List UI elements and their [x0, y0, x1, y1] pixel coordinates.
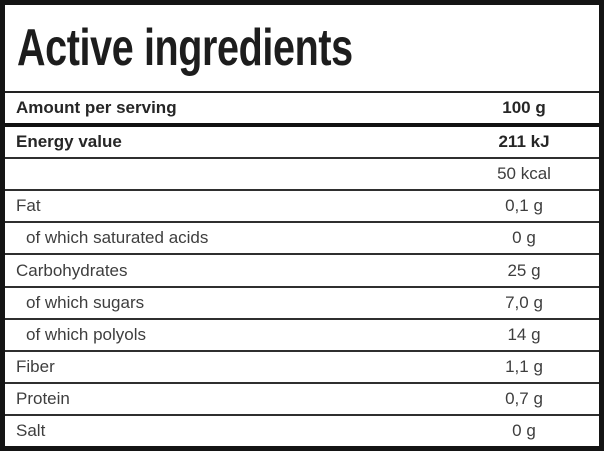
title-block: Active ingredients: [5, 5, 599, 93]
row-label: of which saturated acids: [26, 228, 209, 248]
nutrition-row: Amount per serving 100 g: [5, 93, 599, 128]
nutrition-row: 50 kcal: [5, 159, 599, 192]
nutrition-row: of which polyols 14 g: [5, 319, 599, 352]
table-title: Active ingredients: [17, 19, 353, 77]
nutrition-row: Protein 0,7 g: [5, 383, 599, 416]
row-label: Fiber: [16, 356, 55, 376]
row-label: Carbohydrates: [16, 260, 128, 280]
nutrition-row: Fat 0,1 g: [5, 191, 599, 224]
row-label: Protein: [16, 388, 70, 408]
nutrition-row: Energy value 211 kJ: [5, 127, 599, 160]
row-value: 50 kcal: [497, 164, 551, 184]
row-value: 0 g: [512, 420, 536, 440]
row-value: 7,0 g: [505, 292, 543, 312]
row-value: 0,7 g: [505, 388, 543, 408]
row-label: Amount per serving: [16, 98, 177, 118]
nutrition-row: Salt 0 g: [5, 415, 599, 447]
row-value: 25 g: [507, 260, 541, 280]
nutrition-row: Fiber 1,1 g: [5, 351, 599, 384]
row-value: 1,1 g: [505, 356, 543, 376]
row-value: 0 g: [512, 228, 536, 248]
nutrition-row: of which saturated acids 0 g: [5, 223, 599, 256]
row-value: 0,1 g: [505, 196, 543, 216]
row-label: Energy value: [16, 132, 122, 152]
row-value: 211 kJ: [498, 132, 550, 152]
row-label: Fat: [16, 196, 41, 216]
row-value: 14 g: [507, 324, 541, 344]
nutrition-row: Carbohydrates 25 g: [5, 255, 599, 288]
row-label: of which sugars: [26, 292, 145, 312]
row-label: of which polyols: [26, 324, 147, 344]
table-rows: Amount per serving 100 g Energy value 21…: [5, 93, 599, 447]
row-value: 100 g: [502, 98, 546, 118]
row-label: Salt: [16, 420, 46, 440]
nutrition-row: of which sugars 7,0 g: [5, 287, 599, 320]
